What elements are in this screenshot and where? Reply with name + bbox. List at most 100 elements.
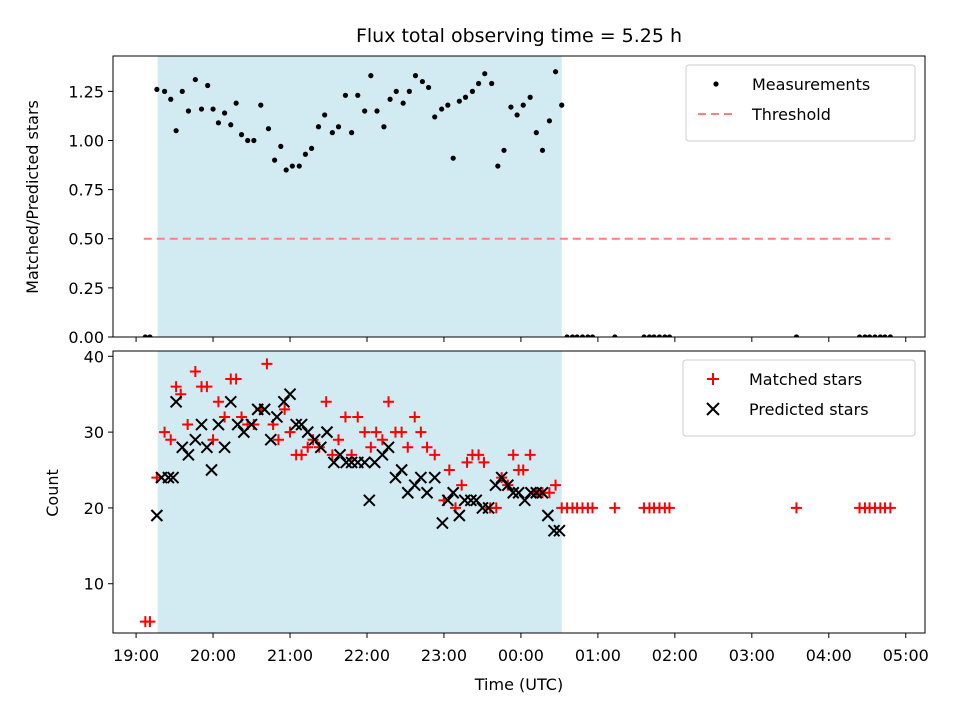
- matched-stars-point: [396, 426, 408, 438]
- measurements-point: [355, 92, 361, 98]
- predicted-stars-point: [320, 425, 334, 439]
- measurements-point: [251, 137, 257, 144]
- matched-stars-point: [307, 434, 319, 446]
- predicted-stars-point: [408, 478, 421, 492]
- predicted-stars-point: [512, 486, 525, 499]
- measurements-point: [866, 334, 873, 337]
- matched-stars-point: [339, 411, 351, 423]
- matched-stars-point: [365, 441, 377, 453]
- predicted-stars-point: [358, 456, 371, 469]
- predicted-stars-point: [507, 486, 520, 499]
- measurements-point: [439, 106, 445, 112]
- predicted-stars-point: [327, 456, 341, 469]
- measurements-point: [289, 163, 295, 169]
- matched-stars-point: [663, 502, 675, 514]
- predicted-stars-point: [340, 456, 353, 469]
- predicted-stars-point: [536, 486, 549, 499]
- matched-stars-point: [543, 487, 555, 499]
- panel-1-frame: [112, 350, 926, 634]
- measurements-point: [308, 145, 315, 151]
- matched-stars-point: [144, 616, 156, 628]
- predicted-stars-point: [283, 388, 297, 401]
- measurements-point: [374, 108, 380, 114]
- measurements-point: [514, 112, 520, 118]
- measurements-point: [215, 120, 222, 126]
- predicted-stars-point: [420, 486, 434, 499]
- measurements-point: [533, 130, 539, 136]
- panel-0-points: [142, 69, 893, 337]
- predicted-stars-point: [162, 471, 175, 484]
- x-tick-label: 01:00: [575, 646, 621, 665]
- legend-label: Measurements: [752, 75, 870, 94]
- measurements-point: [400, 100, 406, 106]
- x-tick-label: 05:00: [883, 646, 929, 665]
- predicted-stars-point: [189, 433, 202, 446]
- measurements-point: [192, 76, 198, 83]
- x-tick-label: 02:00: [652, 646, 698, 665]
- measurements-point: [862, 334, 868, 337]
- predicted-stars-point: [258, 403, 271, 416]
- legend-marker: [707, 373, 719, 385]
- predicted-stars-point: [489, 478, 502, 492]
- y-tick-label: 20: [84, 499, 104, 518]
- predicted-stars-point: [441, 494, 455, 507]
- legend-box: [682, 359, 916, 437]
- predicted-stars-point: [428, 471, 441, 484]
- measurements-point: [283, 167, 289, 173]
- measurements-point: [456, 98, 462, 104]
- measurements-point: [329, 130, 335, 136]
- panel-1-legend: Matched stars Predicted stars: [682, 359, 916, 437]
- predicted-stars-point: [169, 395, 183, 408]
- matched-stars-point: [272, 434, 284, 446]
- measurements-point: [651, 334, 657, 337]
- measurements-point: [445, 102, 451, 108]
- matched-stars-point: [473, 449, 485, 461]
- predicted-stars-point: [218, 441, 231, 454]
- observing-window: [157, 351, 562, 633]
- x-tick-label: 04:00: [806, 646, 852, 665]
- measurements-point: [179, 88, 185, 94]
- measurements-point: [552, 69, 559, 75]
- measurements-point: [462, 94, 469, 100]
- y-tick-label: 1.25: [68, 82, 104, 101]
- measurements-point: [546, 118, 553, 124]
- matched-stars-point: [346, 449, 358, 461]
- measurements-point: [342, 92, 349, 98]
- predicted-stars-point: [308, 433, 321, 446]
- predicted-stars-point: [453, 509, 466, 522]
- measurements-point: [539, 147, 546, 153]
- predicted-stars-point: [495, 471, 508, 484]
- predicted-stars-point: [363, 494, 376, 507]
- matched-stars-point: [421, 441, 433, 453]
- predicted-stars-point: [176, 441, 189, 454]
- measurements-point: [238, 132, 245, 138]
- panel-0-frame: [112, 55, 926, 338]
- matched-stars-point: [478, 456, 490, 468]
- predicted-stars-point: [376, 448, 389, 462]
- measurements-point: [185, 108, 192, 114]
- predicted-stars-point: [389, 471, 402, 484]
- measurements-point: [646, 334, 653, 337]
- y-tick-label: 0.25: [68, 279, 104, 298]
- panel-1: 10 20 30 40 19:00 20:00 21:00 22:00 23:00 00:00 01…: [84, 347, 929, 665]
- matched-stars-point: [326, 449, 338, 461]
- measurements-point: [265, 126, 272, 132]
- measurements-point: [585, 334, 591, 337]
- predicted-stars-point: [518, 494, 531, 507]
- predicted-stars-point: [464, 494, 478, 507]
- predicted-stars-point: [436, 516, 449, 530]
- measurements-point: [877, 334, 883, 337]
- matched-stars-point: [370, 426, 382, 438]
- x-tick-label: 21:00: [267, 646, 313, 665]
- measurements-point: [348, 130, 355, 136]
- observing-window: [157, 56, 562, 337]
- predicted-stars-point: [482, 501, 495, 515]
- measurements-point: [368, 73, 374, 79]
- y-tick-label: 30: [84, 423, 104, 442]
- predicted-stars-point: [501, 478, 515, 492]
- measurements-point: [258, 102, 264, 108]
- y-tick-label: 0.00: [68, 328, 104, 347]
- measurements-point: [482, 71, 488, 77]
- legend-box: [685, 64, 916, 142]
